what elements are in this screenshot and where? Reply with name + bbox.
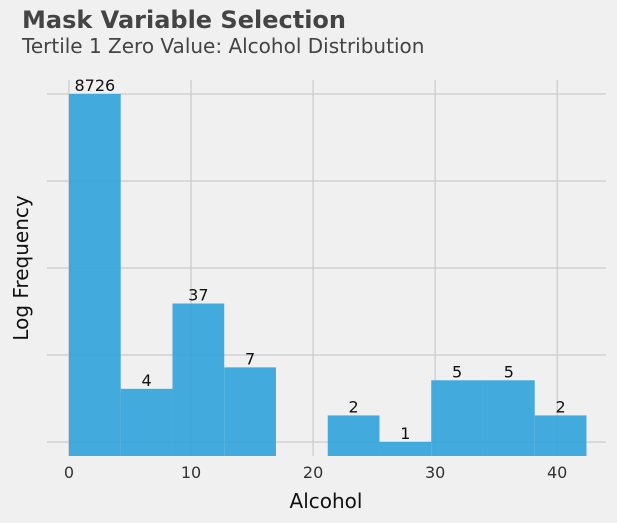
histogram-bar bbox=[68, 94, 121, 456]
histogram-bar bbox=[120, 388, 173, 456]
bar-count-label: 2 bbox=[556, 397, 566, 416]
histogram-bar bbox=[224, 367, 276, 456]
y-axis-label: Log Frequency bbox=[9, 195, 33, 341]
histogram-bar bbox=[379, 442, 432, 456]
x-tick-label: 30 bbox=[425, 463, 445, 482]
x-axis-ticks: 0 10 20 30 40 bbox=[64, 463, 567, 482]
bar-count-label: 2 bbox=[349, 397, 359, 416]
histogram-bar bbox=[172, 303, 225, 456]
x-tick-label: 40 bbox=[547, 463, 567, 482]
bar-count-label: 37 bbox=[188, 286, 208, 305]
histogram-bar bbox=[431, 380, 483, 456]
chart-title: Mask Variable Selection bbox=[22, 6, 346, 34]
histogram-bar bbox=[482, 380, 535, 456]
bar-count-label: 1 bbox=[400, 424, 410, 443]
histogram-bars bbox=[68, 94, 587, 456]
bar-count-label: 8726 bbox=[74, 76, 115, 95]
chart-subtitle: Tertile 1 Zero Value: Alcohol Distributi… bbox=[22, 34, 425, 58]
histogram-bar bbox=[534, 415, 587, 456]
x-tick-label: 20 bbox=[303, 463, 323, 482]
bar-count-label: 4 bbox=[142, 371, 152, 390]
x-tick-label: 10 bbox=[181, 463, 201, 482]
x-tick-label: 0 bbox=[64, 463, 74, 482]
x-axis-label: Alcohol bbox=[290, 489, 363, 513]
histogram-bar bbox=[327, 415, 380, 456]
bar-count-label: 7 bbox=[245, 349, 255, 368]
bar-count-label: 5 bbox=[452, 362, 462, 381]
bar-count-label: 5 bbox=[504, 362, 514, 381]
bar-count-labels: 8726 4 37 7 2 1 5 5 2 bbox=[74, 76, 565, 443]
